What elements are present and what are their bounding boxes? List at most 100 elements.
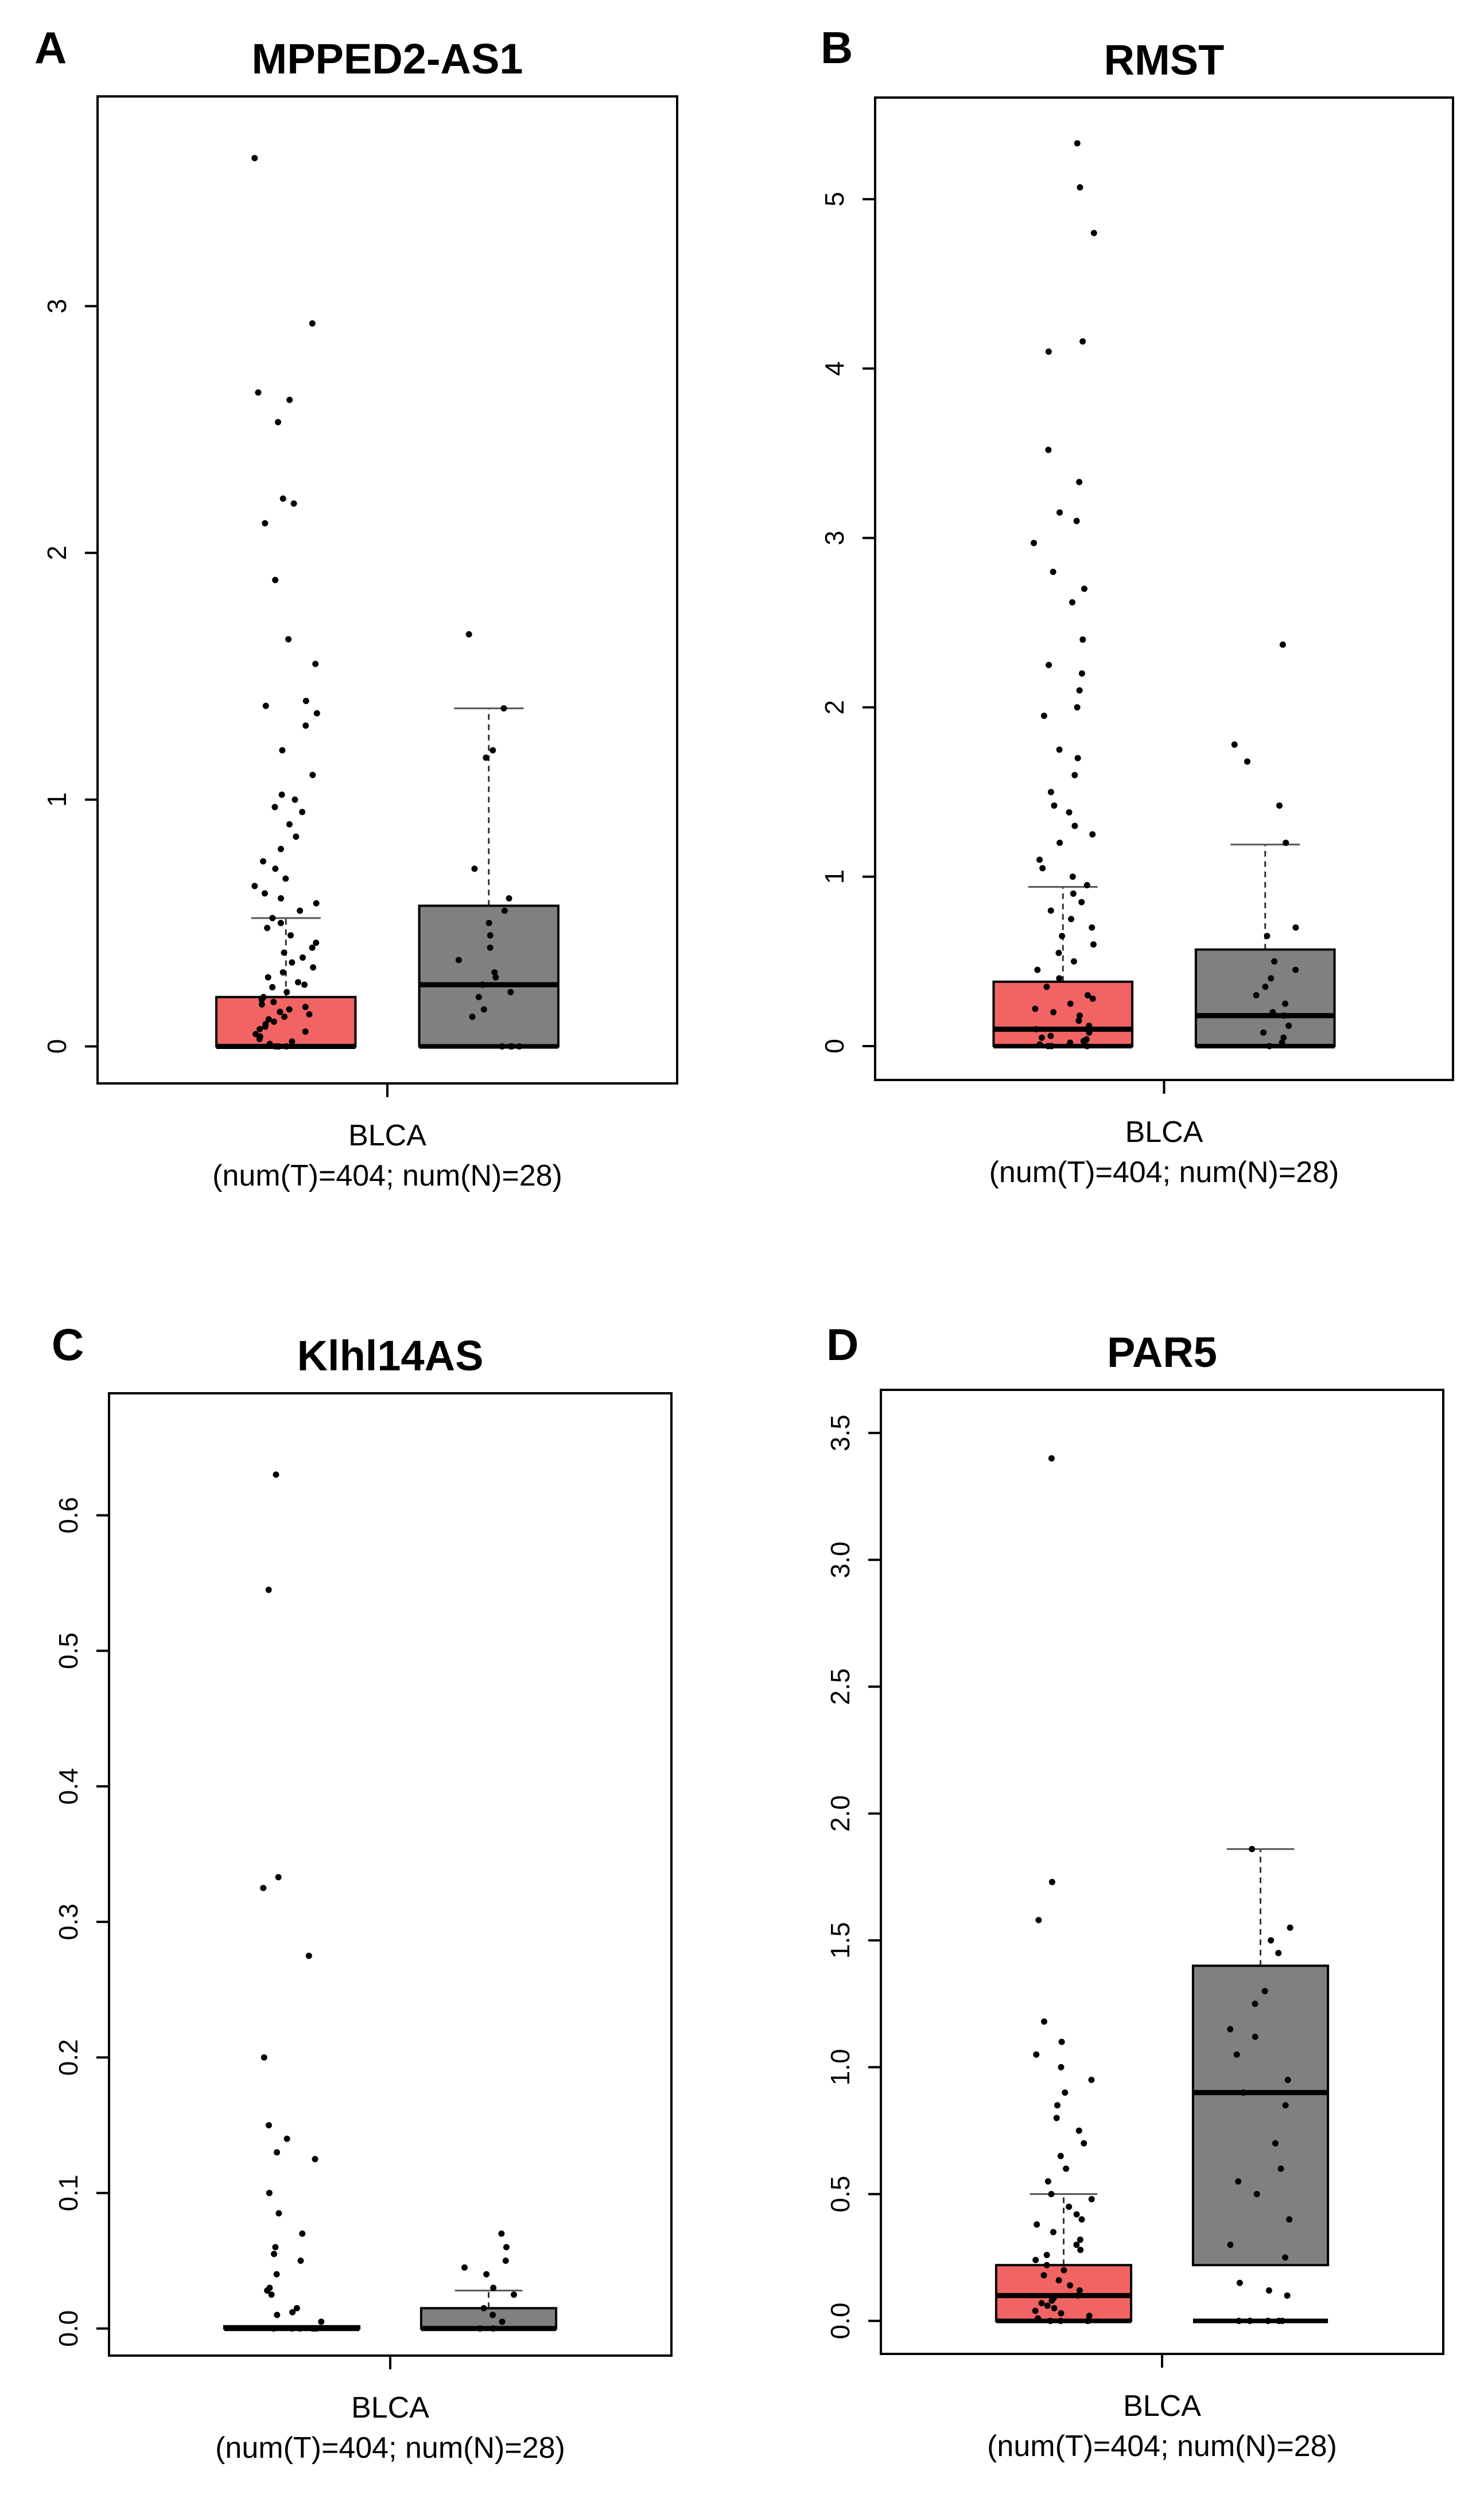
data-point	[487, 932, 494, 939]
data-point	[1236, 2279, 1243, 2286]
data-point	[475, 994, 482, 1000]
data-point	[1050, 1009, 1057, 1016]
data-point	[1043, 984, 1050, 990]
data-point	[318, 2318, 325, 2325]
data-point	[1070, 958, 1077, 965]
data-point	[271, 2251, 278, 2257]
data-point	[272, 577, 279, 584]
data-point	[1034, 966, 1041, 973]
data-point	[499, 1043, 506, 1050]
data-point	[260, 1884, 267, 1891]
data-point	[1235, 2178, 1242, 2185]
data-point	[1063, 2165, 1070, 2172]
data-point	[305, 1952, 312, 1959]
data-point	[1056, 975, 1063, 982]
data-point	[258, 1001, 265, 1008]
data-point	[465, 631, 472, 638]
data-point	[1080, 1038, 1087, 1044]
data-point	[1079, 636, 1086, 643]
data-point	[1048, 1455, 1055, 1462]
data-point	[469, 1013, 476, 1020]
data-point	[1265, 2287, 1272, 2294]
data-point	[1038, 2300, 1045, 2307]
data-point	[1265, 2318, 1272, 2325]
data-point	[1069, 599, 1075, 606]
data-point	[1057, 2152, 1064, 2159]
data-point	[270, 1019, 277, 1025]
data-point	[1271, 958, 1278, 965]
data-point	[289, 1038, 296, 1045]
data-point	[1044, 2302, 1051, 2309]
data-point	[1044, 2178, 1051, 2185]
y-tick-label: 0	[819, 1039, 849, 1054]
x-axis-label: BLCA	[1123, 2389, 1201, 2423]
data-point	[293, 833, 300, 840]
data-point	[261, 890, 268, 897]
data-point	[1253, 2190, 1260, 2197]
box	[1191, 1964, 1330, 2267]
panel-letter: B	[821, 22, 853, 73]
data-point	[278, 791, 285, 798]
data-point	[309, 2325, 316, 2332]
data-point	[1078, 899, 1085, 906]
y-tick-label: 1.0	[825, 2049, 855, 2085]
data-point	[1279, 641, 1286, 648]
data-point	[1050, 2229, 1056, 2236]
data-point	[299, 809, 306, 815]
panel-letter: D	[826, 1319, 858, 1370]
data-point	[283, 2135, 290, 2142]
data-point	[272, 865, 279, 872]
data-point	[1076, 1012, 1083, 1019]
data-point	[499, 2318, 506, 2325]
y-tick-label: 1	[819, 869, 849, 884]
data-point	[1253, 992, 1260, 998]
data-point	[1246, 2318, 1253, 2325]
data-point	[1268, 1937, 1275, 1944]
data-point	[274, 419, 281, 426]
y-tick-label: 3	[42, 299, 72, 314]
chart-title: PAR5	[1107, 1328, 1217, 1376]
data-point	[1058, 2064, 1065, 2070]
data-point	[265, 1586, 272, 1593]
data-point	[490, 747, 496, 753]
panel-letter: A	[34, 22, 67, 73]
data-point	[289, 2309, 296, 2315]
data-point	[1032, 2307, 1039, 2314]
plot-frame	[108, 1392, 673, 2357]
data-point	[1276, 802, 1283, 809]
data-point	[1067, 1039, 1074, 1046]
data-point	[1075, 1017, 1082, 1024]
data-point	[1282, 2102, 1289, 2109]
data-point	[1058, 2038, 1065, 2045]
data-point	[270, 998, 277, 1005]
data-point	[279, 495, 286, 502]
data-point	[1075, 2127, 1082, 2134]
data-point	[1040, 712, 1047, 719]
data-point	[1048, 1879, 1055, 1886]
data-point	[274, 1043, 281, 1050]
data-point	[1089, 995, 1096, 1002]
series-tumor	[223, 1471, 361, 2332]
box	[992, 980, 1134, 1047]
x-axis-label: BLCA	[348, 1119, 426, 1152]
data-point	[301, 981, 308, 988]
data-point	[290, 500, 297, 507]
data-point	[1060, 2267, 1067, 2274]
y-tick-label: 3	[819, 531, 849, 546]
data-point	[1062, 2089, 1069, 2096]
y-tick-label: 0.5	[825, 2175, 855, 2212]
data-point	[1034, 2221, 1040, 2228]
data-point	[269, 915, 276, 922]
data-point	[299, 2230, 306, 2237]
data-point	[1280, 1012, 1287, 1019]
data-point	[262, 520, 269, 527]
data-point	[1262, 984, 1269, 990]
data-point	[1252, 2000, 1258, 2007]
data-point	[286, 821, 293, 827]
data-point	[1086, 1023, 1093, 1029]
data-point	[1261, 1988, 1268, 1995]
data-point	[1036, 856, 1043, 863]
data-point	[506, 895, 512, 902]
data-point	[1059, 932, 1066, 939]
data-point	[265, 974, 271, 981]
